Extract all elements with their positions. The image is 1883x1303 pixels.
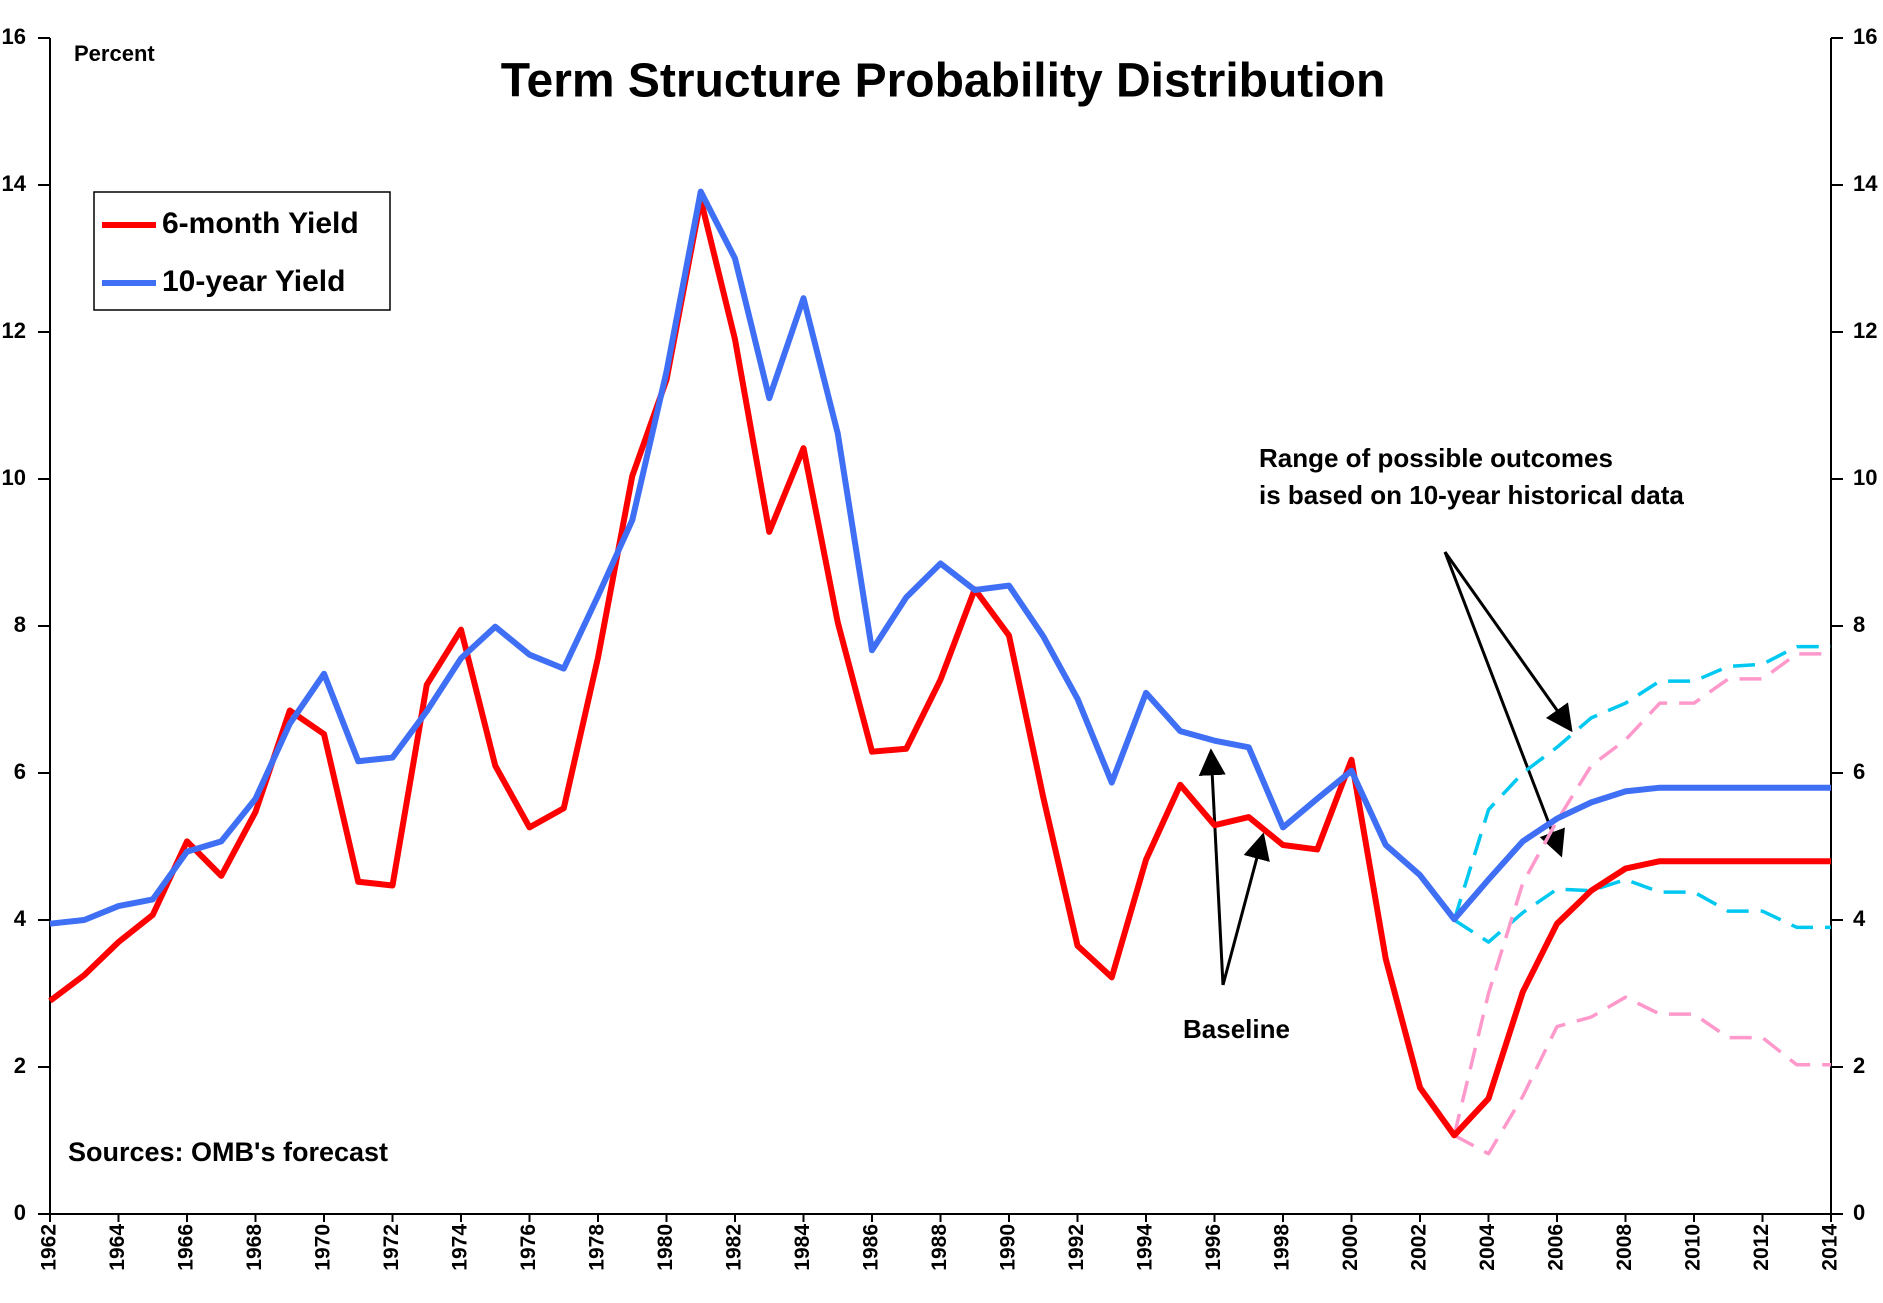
range-line: [1452, 644, 1831, 921]
y2-tick-label: 16: [1853, 24, 1877, 49]
range-line: [1452, 652, 1831, 1136]
y-tick-label: 6: [14, 759, 26, 784]
x-tick-label: 1974: [449, 1224, 472, 1271]
y-tick-label: 14: [2, 171, 27, 196]
annotation: is based on 10-year historical data: [1259, 480, 1684, 510]
legend-label: 6-month Yield: [162, 207, 359, 240]
x-tick-label: 1962: [38, 1224, 61, 1271]
y2-tick-label: 10: [1853, 465, 1877, 490]
arrow: [1443, 551, 1565, 858]
x-tick-label: 1966: [175, 1224, 198, 1271]
y-tick-label: 10: [2, 465, 26, 490]
x-tick-label: 1984: [791, 1224, 814, 1271]
x-tick-label: 1998: [1271, 1224, 1294, 1271]
x-tick-label: 1990: [997, 1224, 1020, 1271]
x-tick-label: 2002: [1408, 1224, 1431, 1271]
chart-title: Term Structure Probability Distribution: [501, 55, 1386, 108]
annotation: Sources: OMB's forecast: [68, 1137, 388, 1167]
y-tick-label: 8: [14, 612, 26, 637]
y-tick-label: 0: [14, 1200, 26, 1225]
range-line: [1453, 877, 1831, 944]
series-line: [48, 196, 1831, 1139]
y2-tick-label: 12: [1853, 318, 1877, 343]
x-tick-label: 1994: [1134, 1224, 1157, 1271]
y-tick-label: 2: [14, 1053, 26, 1078]
y-tick-label: 16: [2, 24, 26, 49]
x-tick-label: 1978: [586, 1224, 609, 1271]
legend-label: 10-year Yield: [162, 265, 345, 298]
y2-tick-label: 4: [1853, 906, 1866, 931]
x-tick-label: 1976: [517, 1224, 540, 1271]
y2-tick-label: 0: [1853, 1200, 1865, 1225]
range-line: [1453, 995, 1831, 1156]
series-line: [49, 188, 1831, 927]
arrow: [1221, 832, 1270, 986]
annotation: Baseline: [1183, 1014, 1290, 1044]
arrow: [1443, 551, 1573, 733]
annotation: Range of possible outcomes: [1259, 443, 1613, 473]
legend: [93, 191, 391, 311]
x-tick-label: 2010: [1682, 1224, 1705, 1271]
arrows: [1198, 551, 1573, 986]
x-tick-label: 2006: [1545, 1224, 1568, 1271]
x-tick-label: 1968: [243, 1224, 266, 1271]
x-tick-label: 1982: [723, 1224, 746, 1271]
x-tick-label: 1992: [1065, 1224, 1088, 1271]
x-tick-label: 2012: [1750, 1224, 1773, 1271]
y2-tick-label: 14: [1853, 171, 1878, 196]
y-tick-label: 4: [14, 906, 27, 931]
x-tick-label: 1972: [380, 1224, 403, 1271]
y2-tick-label: 6: [1853, 759, 1865, 784]
x-tick-label: 1964: [106, 1224, 129, 1271]
x-tick-label: 2014: [1819, 1224, 1842, 1271]
x-tick-label: 1970: [312, 1224, 335, 1271]
x-tick-label: 1986: [860, 1224, 883, 1271]
x-tick-label: 2008: [1613, 1224, 1636, 1271]
y2-tick-label: 8: [1853, 612, 1865, 637]
x-tick-label: 1980: [654, 1224, 677, 1271]
arrow: [1198, 748, 1226, 986]
x-tick-label: 1996: [1202, 1224, 1225, 1271]
x-tick-label: 1988: [928, 1224, 951, 1271]
x-tick-label: 2000: [1339, 1224, 1362, 1271]
y-tick-label: 12: [2, 318, 26, 343]
x-tick-label: 2004: [1476, 1224, 1499, 1271]
y2-tick-label: 2: [1853, 1053, 1865, 1078]
y-axis-label: Percent: [74, 41, 155, 66]
